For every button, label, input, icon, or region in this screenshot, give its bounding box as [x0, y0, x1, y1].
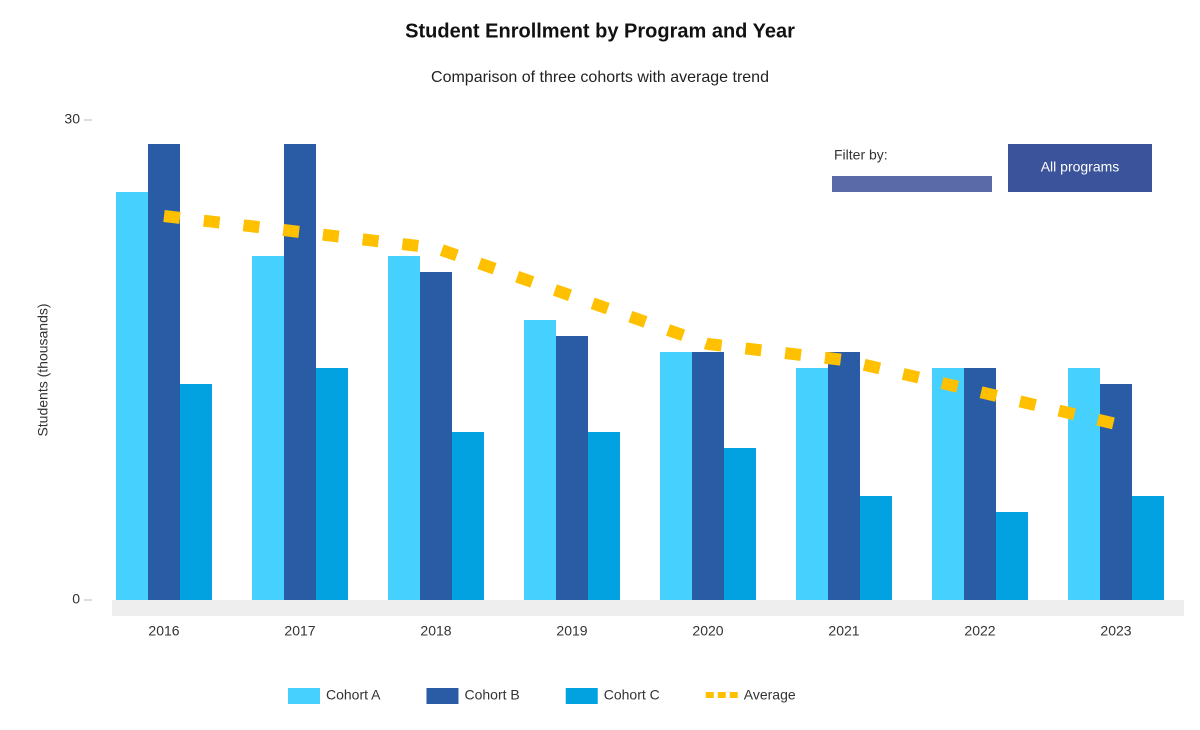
bar: [180, 384, 212, 600]
x-tick-label: 2016: [148, 623, 179, 639]
x-tick-label: 2021: [828, 623, 859, 639]
bar: [1068, 368, 1100, 600]
bar: [828, 352, 860, 600]
bar: [724, 448, 756, 600]
x-tick-label: 2020: [692, 623, 723, 639]
legend-label: Average: [744, 687, 796, 703]
bar: [316, 368, 348, 600]
bar: [692, 352, 724, 600]
bar: [860, 496, 892, 600]
filter-label: Filter by:: [834, 147, 888, 163]
bar: [964, 368, 996, 600]
chart-title: Student Enrollment by Program and Year: [405, 20, 795, 42]
legend-label: Cohort A: [326, 687, 381, 703]
bar: [796, 368, 828, 600]
y-axis-title: Students (thousands): [35, 303, 51, 436]
legend-label: Cohort B: [464, 687, 519, 703]
bar: [556, 336, 588, 600]
x-tick-label: 2019: [556, 623, 587, 639]
legend-swatch: [565, 688, 598, 704]
chart-subtitle: Comparison of three cohorts with average…: [431, 69, 769, 86]
legend-swatch: [426, 688, 459, 704]
bar: [996, 512, 1028, 600]
legend-label: Cohort C: [604, 687, 660, 703]
filter-button[interactable]: [1008, 144, 1152, 192]
bar: [588, 432, 620, 600]
bar: [452, 432, 484, 600]
x-tick-label: 2023: [1100, 623, 1131, 639]
x-axis-band: [112, 600, 1184, 616]
bar: [252, 256, 284, 600]
filter-underline: [832, 176, 992, 192]
y-tick-label: 30: [64, 111, 80, 127]
bar: [116, 192, 148, 600]
bar: [932, 368, 964, 600]
line: [163, 210, 1118, 430]
bar: [524, 320, 556, 600]
bar: [388, 256, 420, 600]
y-tick-label: 0: [72, 591, 80, 607]
x-tick-label: 2022: [964, 623, 995, 639]
bar: [284, 144, 316, 600]
legend-swatch: [288, 688, 320, 704]
bar: [420, 272, 452, 600]
bar: [1132, 496, 1164, 600]
filter-button-text[interactable]: All programs: [1041, 159, 1120, 175]
x-tick-label: 2017: [284, 623, 315, 639]
bar: [660, 352, 692, 600]
x-tick-label: 2018: [420, 623, 451, 639]
